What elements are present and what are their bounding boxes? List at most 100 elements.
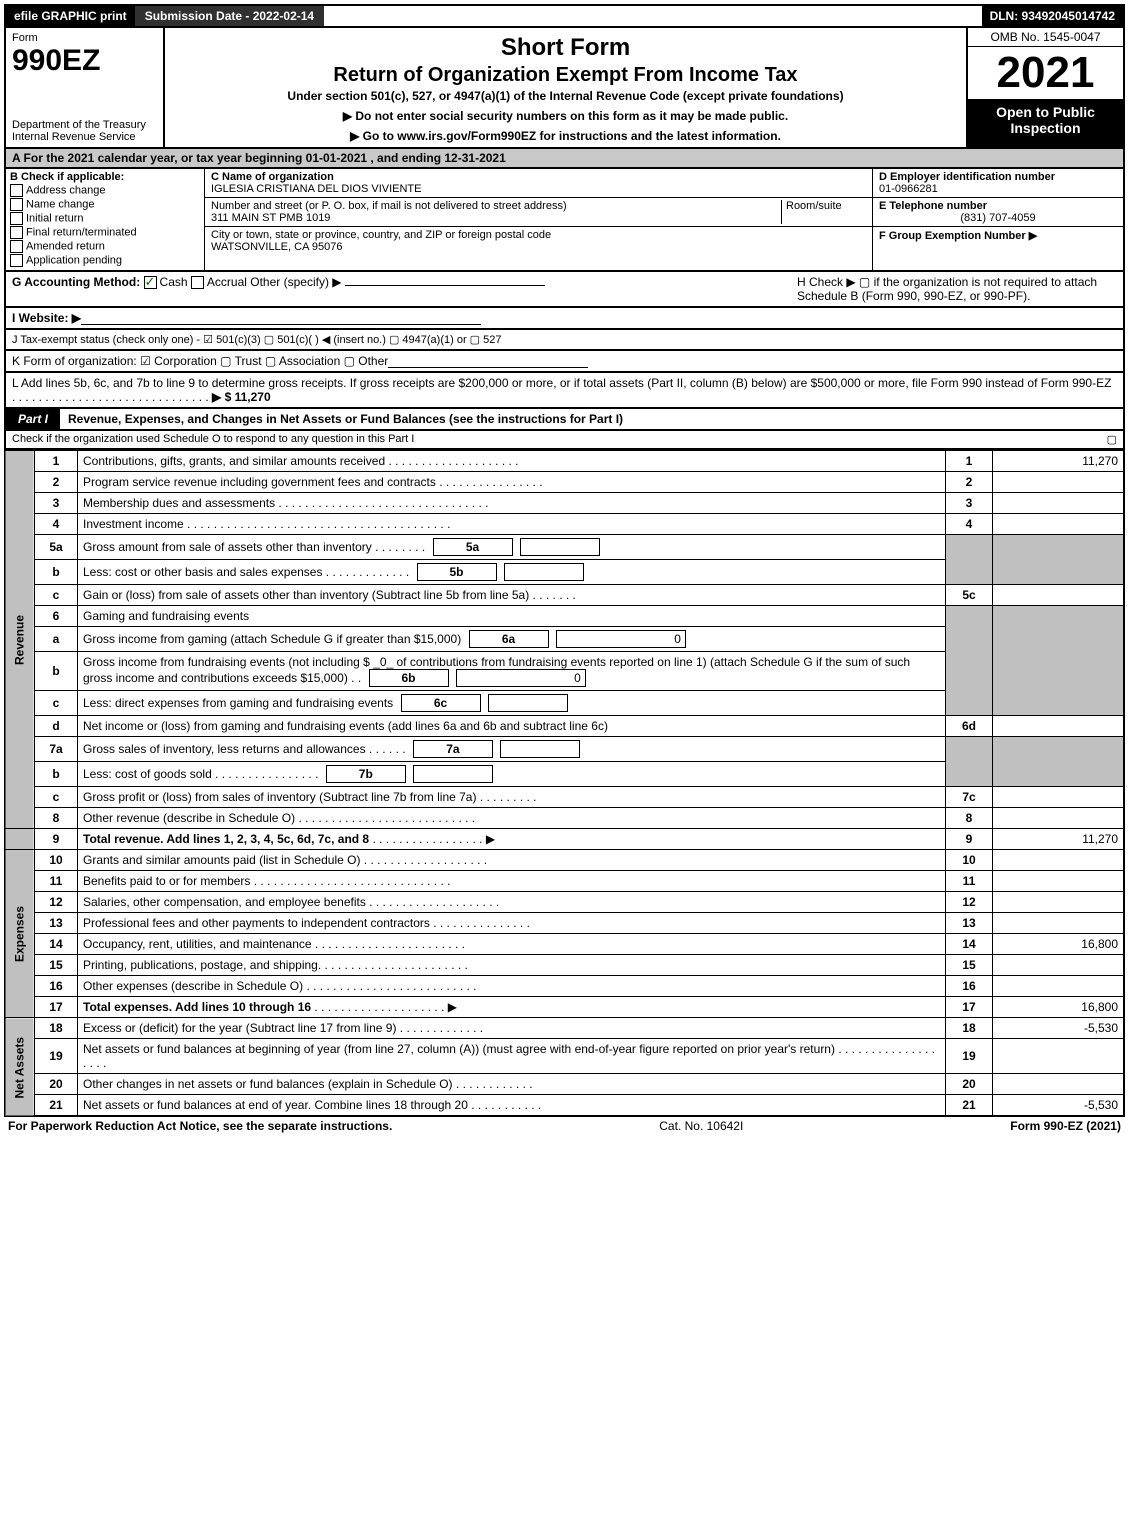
row-k-form-org: K Form of organization: ☑ Corporation ▢ … [4, 351, 1125, 373]
line-21-desc: Net assets or fund balances at end of ye… [83, 1098, 468, 1112]
form-header: Form 990EZ Department of the Treasury In… [4, 28, 1125, 149]
line-13-num: 13 [35, 913, 78, 934]
line-12-amount [993, 892, 1125, 913]
chk-application-pending[interactable]: Application pending [10, 254, 200, 267]
line-8-desc: Other revenue (describe in Schedule O) [83, 811, 295, 825]
line-13-r: 13 [946, 913, 993, 934]
line-7c-desc: Gross profit or (loss) from sales of inv… [83, 790, 476, 804]
part-1-title: Revenue, Expenses, and Changes in Net As… [60, 409, 1123, 429]
line-7a-desc: Gross sales of inventory, less returns a… [83, 742, 366, 756]
line-15-amount [993, 955, 1125, 976]
line-9-desc: Total revenue. Add lines 1, 2, 3, 4, 5c,… [83, 832, 369, 846]
line-5b-val [504, 563, 584, 581]
expenses-side-label: Expenses [5, 850, 35, 1018]
efile-print-button[interactable]: efile GRAPHIC print [6, 6, 135, 26]
line-19-desc: Net assets or fund balances at beginning… [83, 1042, 835, 1056]
line-7ab-grey-amt [993, 737, 1125, 787]
line-1-amount: 11,270 [993, 451, 1125, 472]
chk-address-change[interactable]: Address change [10, 184, 200, 197]
line-12-num: 12 [35, 892, 78, 913]
chk-final-return[interactable]: Final return/terminated [10, 226, 200, 239]
schedule-o-checkbox[interactable]: ▢ [1107, 433, 1117, 446]
revenue-bottom-cell [5, 829, 35, 850]
line-3-num: 3 [35, 493, 78, 514]
line-6b-box: 6b [369, 669, 449, 687]
line-6-desc: Gaming and fundraising events [78, 606, 946, 627]
line-2-num: 2 [35, 472, 78, 493]
line-5c-amount [993, 585, 1125, 606]
line-4-desc: Investment income [83, 517, 184, 531]
line-11-r: 11 [946, 871, 993, 892]
line-6d-desc: Net income or (loss) from gaming and fun… [78, 716, 946, 737]
part-1-tab: Part I [6, 409, 60, 429]
line-5ab-grey [946, 535, 993, 585]
subtitle: Under section 501(c), 527, or 4947(a)(1)… [173, 89, 958, 103]
page-footer: For Paperwork Reduction Act Notice, see … [4, 1117, 1125, 1135]
line-7ab-grey [946, 737, 993, 787]
row-j-tax-exempt: J Tax-exempt status (check only one) - ☑… [4, 330, 1125, 351]
chk-name-change[interactable]: Name change [10, 198, 200, 211]
instruction-link[interactable]: ▶ Go to www.irs.gov/Form990EZ for instru… [173, 129, 958, 143]
line-6d-r: 6d [946, 716, 993, 737]
part-1-sub: Check if the organization used Schedule … [4, 431, 1125, 450]
line-6-num: 6 [35, 606, 78, 627]
org-name: IGLESIA CRISTIANA DEL DIOS VIVIENTE [211, 183, 422, 195]
line-7b-desc: Less: cost of goods sold [83, 767, 212, 781]
line-12-r: 12 [946, 892, 993, 913]
line-7a-num: 7a [35, 737, 78, 762]
line-11-desc: Benefits paid to or for members [83, 874, 250, 888]
line-2-amount [993, 472, 1125, 493]
website-field [81, 311, 481, 325]
line-14-amount: 16,800 [993, 934, 1125, 955]
line-7b-box: 7b [326, 765, 406, 783]
line-9-num: 9 [35, 829, 78, 850]
chk-cash[interactable] [144, 276, 157, 289]
line-3-r: 3 [946, 493, 993, 514]
line-18-desc: Excess or (deficit) for the year (Subtra… [83, 1021, 396, 1035]
line-5b-num: b [35, 560, 78, 585]
line-7c-r: 7c [946, 787, 993, 808]
title-return: Return of Organization Exempt From Incom… [173, 64, 958, 87]
chk-amended-return[interactable]: Amended return [10, 240, 200, 253]
line-5a-num: 5a [35, 535, 78, 560]
header-center: Short Form Return of Organization Exempt… [165, 28, 968, 147]
line-7a-box: 7a [413, 740, 493, 758]
info-block: B Check if applicable: Address change Na… [4, 169, 1125, 272]
tax-year: 2021 [968, 47, 1123, 100]
form-number: 990EZ [12, 44, 157, 78]
line-6a-box: 6a [469, 630, 549, 648]
org-city: WATSONVILLE, CA 95076 [211, 241, 342, 253]
line-5b-desc: Less: cost or other basis and sales expe… [83, 565, 322, 579]
line-7b-val [413, 765, 493, 783]
line-5a-box: 5a [433, 538, 513, 556]
ein-value: 01-0966281 [879, 183, 938, 195]
line-21-num: 21 [35, 1095, 78, 1117]
b-label: B Check if applicable: [10, 171, 124, 183]
top-bar: efile GRAPHIC print Submission Date - 20… [4, 4, 1125, 28]
room-suite-label: Room/suite [786, 200, 842, 212]
line-17-desc: Total expenses. Add lines 10 through 16 [83, 1000, 311, 1014]
line-15-r: 15 [946, 955, 993, 976]
line-5b-box: 5b [417, 563, 497, 581]
chk-initial-return[interactable]: Initial return [10, 212, 200, 225]
netassets-side-label: Net Assets [5, 1018, 35, 1117]
footer-form: Form 990-EZ (2021) [1010, 1119, 1121, 1133]
line-6abc-grey-amt [993, 606, 1125, 716]
line-18-amount: -5,530 [993, 1018, 1125, 1039]
form-label: Form [12, 32, 157, 44]
line-10-desc: Grants and similar amounts paid (list in… [83, 853, 360, 867]
line-20-r: 20 [946, 1074, 993, 1095]
line-6abc-grey [946, 606, 993, 716]
c-name-label: C Name of organization [211, 171, 334, 183]
revenue-side-label: Revenue [5, 451, 35, 829]
instruction-ssn: ▶ Do not enter social security numbers o… [173, 109, 958, 123]
line-2-r: 2 [946, 472, 993, 493]
chk-accrual[interactable] [191, 276, 204, 289]
line-16-desc: Other expenses (describe in Schedule O) [83, 979, 303, 993]
dept2: Internal Revenue Service [12, 131, 136, 143]
row-l-gross-receipts: L Add lines 5b, 6c, and 7b to line 9 to … [4, 373, 1125, 409]
c-city-label: City or town, state or province, country… [211, 229, 551, 241]
line-6a-num: a [35, 627, 78, 652]
line-5c-num: c [35, 585, 78, 606]
row-i-website: I Website: ▶ [4, 308, 1125, 330]
